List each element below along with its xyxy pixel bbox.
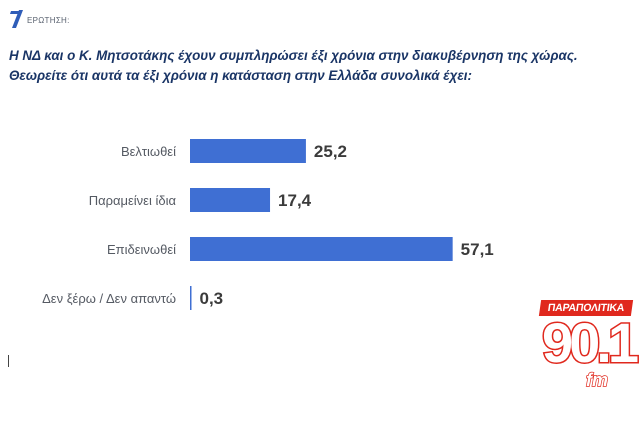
bar <box>190 188 271 212</box>
text-cursor <box>8 355 9 367</box>
category-label: Δεν ξέρω / Δεν απαντώ <box>42 291 176 306</box>
value-label: 25,2 <box>314 142 347 161</box>
bar <box>190 139 306 163</box>
value-label: 17,4 <box>278 191 312 210</box>
value-label: 57,1 <box>461 240 494 259</box>
bar <box>190 237 453 261</box>
question-tag-icon <box>10 10 23 28</box>
category-label: Βελτιωθεί <box>121 144 176 159</box>
station-logo: ΠΑΡΑΠΟΛΙΤΙΚΑ 90.1 fm <box>538 300 640 400</box>
category-label: Επιδεινωθεί <box>107 242 176 257</box>
logo-suffix: fm <box>585 369 608 390</box>
question-tag-label: ΕΡΩΤΗΣΗ: <box>27 16 70 25</box>
value-label: 0,3 <box>200 289 224 308</box>
bar <box>190 286 192 310</box>
survey-question: Η ΝΔ και ο Κ. Μητσοτάκης έχουν συμπληρώσ… <box>9 46 634 86</box>
question-line-2: Θεωρείτε ότι αυτά τα έξι χρόνια η κατάστ… <box>9 68 472 83</box>
category-label: Παραμείνει ίδια <box>89 193 177 208</box>
logo-frequency: 90.1 <box>541 310 640 375</box>
question-line-1: Η ΝΔ και ο Κ. Μητσοτάκης έχουν συμπληρώσ… <box>9 48 578 63</box>
